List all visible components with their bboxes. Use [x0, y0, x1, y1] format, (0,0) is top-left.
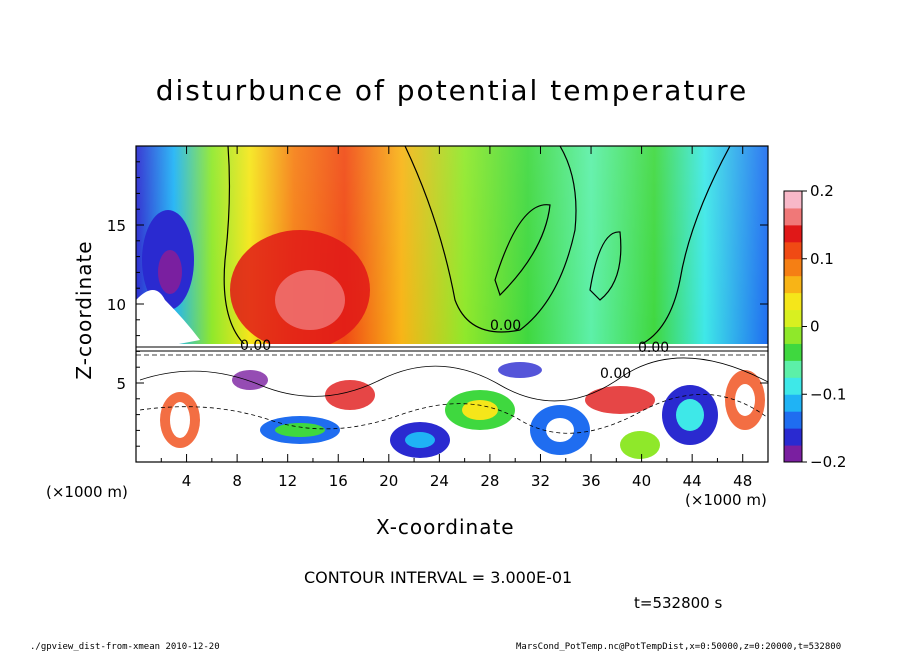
y-tick-label: 10 [107, 296, 126, 314]
contour-label: 0.00 [600, 366, 631, 382]
colorbar-swatch [784, 377, 802, 395]
colorbar-tick-label: 0 [810, 318, 820, 336]
chart-title: disturbunce of potential temperature [155, 74, 749, 107]
x-tick-label: 28 [480, 472, 499, 490]
x-tick-label: 8 [232, 472, 242, 490]
colorbar-swatch [784, 224, 802, 243]
contour-label: 0.00 [240, 338, 271, 354]
time-label: t=532800 s [634, 594, 723, 612]
x-tick-label: 44 [683, 472, 702, 490]
x-tick-label: 32 [531, 472, 550, 490]
colorbar-swatch [784, 428, 802, 446]
turbulent-blobs [160, 362, 765, 459]
contour-label: 0.00 [490, 318, 521, 334]
contour-interval: CONTOUR INTERVAL = 3.000E-01 [304, 568, 573, 587]
inversion-band [136, 344, 768, 356]
y-tick-label: 15 [107, 217, 126, 235]
x-tick-label: 36 [581, 472, 600, 490]
colorbar-swatch [784, 394, 802, 412]
colorbar-swatch [784, 191, 802, 209]
zero-contour [223, 146, 246, 346]
colorbar-tick-label: −0.1 [810, 385, 846, 403]
colorbar-tick-label: 0.2 [810, 182, 834, 200]
colorbar-swatch [784, 292, 802, 311]
x-tick-label: 20 [379, 472, 398, 490]
colorbar-swatch [784, 445, 802, 463]
y-unit-label: (×1000 m) [46, 483, 128, 501]
colorbar-swatch [784, 309, 802, 327]
colorbar-swatch [784, 207, 802, 226]
contour-label: 0.00 [638, 340, 669, 356]
colorbar-swatch [784, 343, 802, 361]
x-tick-label: 12 [278, 472, 297, 490]
y-axis-label: Z-coordinate [72, 240, 96, 380]
colorbar-swatch [784, 258, 802, 277]
colorbar-swatch [784, 241, 802, 260]
x-tick-label: 4 [182, 472, 192, 490]
x-unit-label: (×1000 m) [685, 491, 767, 509]
colorbar-tick-label: −0.2 [810, 453, 846, 471]
x-tick-label: 24 [430, 472, 449, 490]
x-axis-label: X-coordinate [376, 515, 515, 539]
x-tick-label: 16 [329, 472, 348, 490]
colorbar-swatch [784, 275, 802, 294]
colorbar-swatch [784, 360, 802, 378]
colorbar-tick-label: 0.1 [810, 250, 834, 268]
colorbar-swatch [784, 411, 802, 429]
y-tick-label: 5 [116, 375, 126, 393]
colorbar-swatch [784, 326, 802, 344]
footer-left: ./gpview_dist-from-xmean 2010-12-20 [30, 642, 220, 652]
x-tick-label: 40 [632, 472, 651, 490]
footer-right: MarsCond_PotTemp.nc@PotTempDist,x=0:5000… [516, 642, 842, 652]
x-tick-label: 48 [733, 472, 752, 490]
